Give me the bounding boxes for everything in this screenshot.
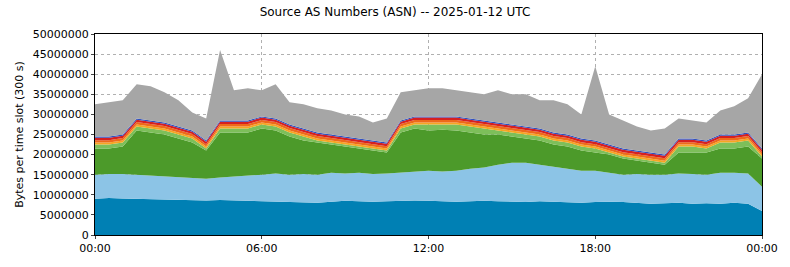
svg-text:06:00: 06:00 (246, 242, 278, 255)
svg-text:50000000: 50000000 (33, 28, 89, 41)
svg-text:40000000: 40000000 (33, 68, 89, 81)
svg-text:35000000: 35000000 (33, 88, 89, 101)
svg-text:15000000: 15000000 (33, 169, 89, 182)
svg-text:45000000: 45000000 (33, 48, 89, 61)
svg-text:18:00: 18:00 (579, 242, 611, 255)
svg-text:12:00: 12:00 (413, 242, 445, 255)
svg-text:Bytes per time slot (300 s): Bytes per time slot (300 s) (13, 61, 26, 208)
svg-text:00:00: 00:00 (79, 242, 111, 255)
svg-text:Source AS Numbers (ASN) -- 202: Source AS Numbers (ASN) -- 2025-01-12 UT… (260, 5, 531, 19)
svg-text:30000000: 30000000 (33, 108, 89, 121)
svg-text:5000000: 5000000 (40, 209, 89, 222)
svg-text:00:00: 00:00 (746, 242, 778, 255)
svg-text:25000000: 25000000 (33, 128, 89, 141)
svg-text:10000000: 10000000 (33, 189, 89, 202)
svg-text:0: 0 (82, 229, 89, 242)
svg-text:20000000: 20000000 (33, 148, 89, 161)
